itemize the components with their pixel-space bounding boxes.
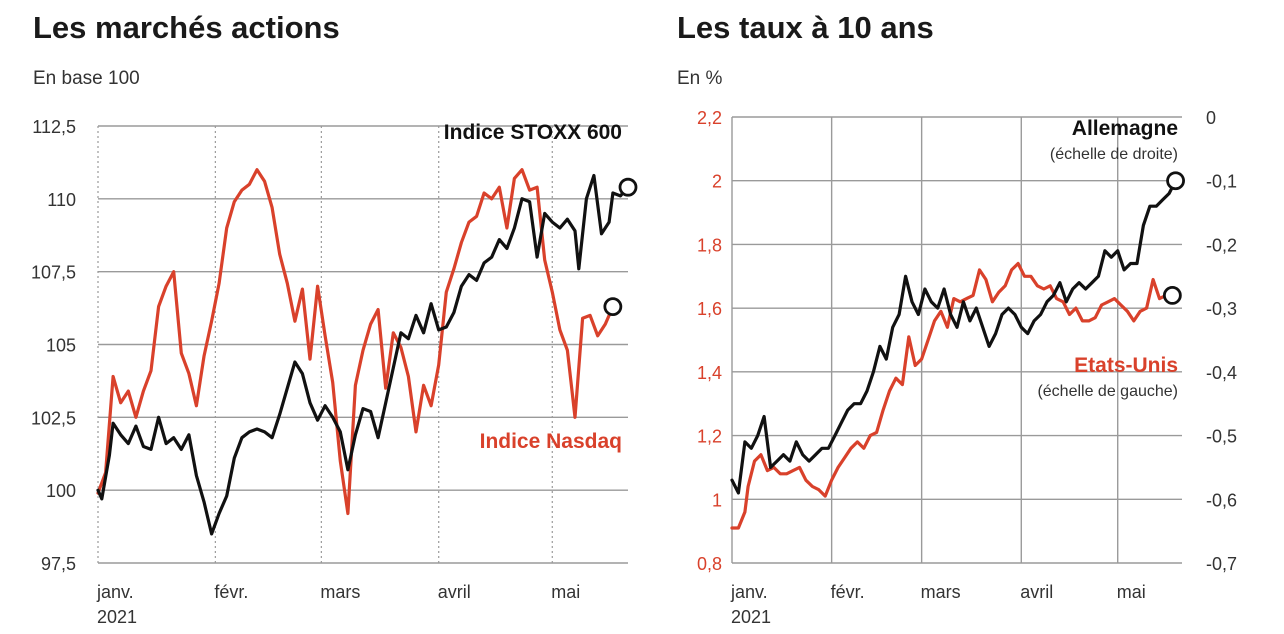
series-end-marker <box>618 177 638 197</box>
y-tick-label-right: -0,5 <box>1206 427 1237 447</box>
legend-label: Allemagne <box>1072 117 1178 140</box>
y-tick-label-left: 100 <box>46 481 76 501</box>
y-tick-label-left: 1,4 <box>697 363 722 383</box>
y-tick-label-left: 1 <box>712 490 722 510</box>
x-tick-label: avril <box>1020 582 1053 602</box>
x-tick-label: févr. <box>214 582 248 602</box>
y-tick-label-left: 102,5 <box>31 408 76 428</box>
series-line <box>96 168 615 516</box>
x-tick-label: mai <box>551 582 580 602</box>
series-line <box>96 173 630 536</box>
y-tick-label-right: 0 <box>1206 108 1216 128</box>
x-tick-label: avril <box>438 582 471 602</box>
chart-title: Les marchés actions <box>33 10 340 45</box>
y-tick-label-right: -0,4 <box>1206 363 1237 383</box>
y-tick-label-left: 2 <box>712 172 722 192</box>
chart-subtitle: En % <box>677 68 723 89</box>
stock-markets-chart: Les marchés actions En base 100 112,5 110… <box>31 10 638 627</box>
x-tick-year-label: 2021 <box>731 607 771 627</box>
legend-label: Etats-Unis <box>1074 354 1178 377</box>
bond-yields-chart: Les taux à 10 ans En % 2,2 2 1,8 1,6 1,4 1,2 1… <box>650 0 1284 634</box>
x-tick-label: mars <box>320 582 360 602</box>
series-line <box>730 179 1178 495</box>
x-tick-label: janv. <box>730 582 768 602</box>
x-tick-label: févr. <box>831 582 865 602</box>
series-end-marker <box>1166 171 1185 191</box>
y-tick-label-left: 1,8 <box>697 235 722 255</box>
y-tick-label-left: 2,2 <box>697 108 722 128</box>
x-tick-label: mai <box>1117 582 1146 602</box>
stock-markets-plot: 112,5 110 107,5 105 102,5 100 97,5 janv. 2021 fév… <box>31 117 638 627</box>
legend-note: (échelle de gauche) <box>1037 383 1178 400</box>
y-tick-label-left: 97,5 <box>41 554 76 574</box>
y-tick-label-left: 110 <box>47 190 76 210</box>
legend-label: Indice STOXX 600 <box>444 121 622 144</box>
chart-subtitle: En base 100 <box>33 68 140 89</box>
y-tick-label-right: -0,3 <box>1206 299 1237 319</box>
y-tick-label-left: 112,5 <box>32 117 76 137</box>
y-tick-label-right: -0,7 <box>1206 554 1237 574</box>
y-tick-label-left: 0,8 <box>697 554 722 574</box>
x-tick-label: mars <box>921 582 961 602</box>
legend-label: Indice Nasdaq <box>480 430 622 453</box>
series-end-marker <box>1162 285 1182 305</box>
legend-note: (échelle de droite) <box>1050 146 1178 163</box>
bond-yields-plot: 2,2 2 1,8 1,6 1,4 1,2 1 0,8 0 -0,1 -0,2 -0,3 -0,4 -0,… <box>697 108 1237 627</box>
x-tick-label: janv. <box>96 582 134 602</box>
y-tick-label-left: 107,5 <box>31 263 76 283</box>
y-tick-label-left: 1,2 <box>697 427 722 447</box>
y-tick-label-right: -0,6 <box>1206 490 1237 510</box>
y-tick-label-right: -0,2 <box>1206 235 1237 255</box>
y-tick-label-right: -0,1 <box>1206 172 1237 192</box>
x-tick-year-label: 2021 <box>97 607 137 627</box>
chart-title: Les taux à 10 ans <box>677 10 934 45</box>
y-tick-label-left: 105 <box>46 336 76 356</box>
y-tick-label-left: 1,6 <box>697 299 722 319</box>
series-end-marker <box>603 297 623 317</box>
